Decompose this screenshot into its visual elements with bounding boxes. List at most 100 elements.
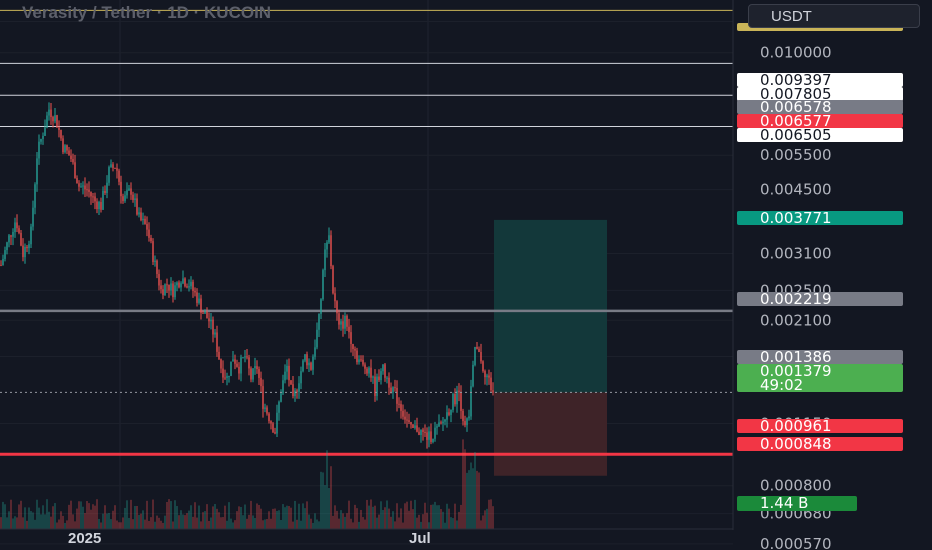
volume-bar — [306, 501, 308, 529]
price-label-box — [737, 419, 903, 433]
volume-bar — [186, 513, 188, 529]
volume-bar — [416, 517, 418, 529]
candle-body — [366, 368, 368, 374]
candle-body — [322, 270, 324, 300]
candle-body — [484, 371, 486, 378]
candle-body — [14, 222, 16, 233]
candle-body — [468, 416, 470, 419]
volume-bar — [362, 517, 364, 529]
volume-bar — [248, 514, 250, 529]
candle-body — [432, 438, 434, 442]
candle-body — [108, 167, 110, 183]
price-label-red: 0.000961 — [760, 417, 832, 435]
volume-label-box — [737, 496, 857, 511]
volume-bar — [48, 511, 50, 529]
candle-body — [476, 346, 478, 349]
candle-body — [458, 390, 460, 393]
volume-bar — [460, 504, 462, 529]
take-profit-zone[interactable] — [494, 219, 607, 393]
volume-bar — [154, 521, 156, 529]
candle-body — [362, 359, 364, 365]
volume-bar — [446, 503, 448, 529]
volume-bar — [374, 505, 376, 529]
candle-body — [208, 318, 210, 322]
candle-body — [40, 138, 42, 142]
candle-body — [36, 158, 38, 185]
stop-loss-zone[interactable] — [494, 392, 607, 476]
volume-bar — [132, 519, 134, 529]
candle-body — [188, 286, 190, 288]
volume-bar — [456, 520, 458, 529]
candle-body — [84, 185, 86, 190]
candle-body — [72, 159, 74, 163]
candle-body — [448, 412, 450, 415]
price-label-teal: 0.003771 — [760, 209, 832, 227]
candle-body — [178, 282, 180, 288]
candle-body — [276, 412, 278, 434]
candle-body — [348, 326, 350, 333]
horizontal-lines[interactable] — [0, 9, 733, 456]
volume-bar — [218, 512, 220, 529]
candle-body — [70, 155, 72, 160]
volume-bar — [326, 450, 328, 529]
volume-bar — [44, 514, 46, 529]
candle-body — [300, 371, 302, 384]
position-zones[interactable] — [494, 219, 607, 476]
volume-bar — [136, 505, 138, 529]
y-tick-label: 0.004500 — [760, 181, 832, 199]
candle-body — [166, 284, 168, 286]
volume-bar — [66, 520, 68, 529]
volume-bar — [334, 505, 336, 529]
candle-body — [336, 301, 338, 314]
volume-bar — [12, 518, 14, 529]
candle-body — [256, 366, 258, 370]
volume-bar — [22, 517, 24, 529]
candle-body — [340, 321, 342, 325]
volume-bar — [214, 504, 216, 529]
price-label-box — [737, 128, 903, 142]
candle-body — [384, 364, 386, 378]
currency-selector[interactable]: USDT — [748, 4, 920, 28]
candle-body — [48, 109, 50, 116]
candle-body — [298, 383, 300, 392]
candles — [0, 102, 494, 449]
grid — [119, 0, 429, 529]
volume-bar — [408, 510, 410, 529]
volume-bar — [254, 517, 256, 529]
candle-body — [254, 366, 256, 369]
volume-bar — [26, 520, 28, 529]
candle-body — [426, 432, 428, 440]
candle-body — [10, 235, 12, 237]
volume-bar — [480, 520, 482, 529]
candle-body — [28, 244, 30, 249]
volume-bar — [420, 521, 422, 529]
candle-body — [146, 224, 148, 230]
volume-bar — [392, 511, 394, 529]
candle-body — [332, 266, 334, 294]
volume-bar — [80, 501, 82, 529]
volume-bar — [4, 504, 6, 529]
price-label-red: 0.006577 — [760, 112, 832, 130]
volume-bar — [144, 519, 146, 529]
candle-body — [358, 359, 360, 363]
volume-bar — [94, 505, 96, 529]
volume-bar — [166, 502, 168, 529]
price-label-box — [737, 350, 903, 364]
candle-body — [486, 375, 488, 378]
volume-bar — [140, 513, 142, 529]
price-label-gray: 0.002219 — [760, 290, 832, 308]
candle-body — [92, 196, 94, 198]
candle-body — [252, 368, 254, 380]
volume-bar — [220, 517, 222, 529]
volume-bar — [60, 511, 62, 529]
volume-bar — [188, 510, 190, 529]
volume-bar — [354, 504, 356, 529]
volume-bar — [352, 522, 354, 529]
volume-bar — [112, 510, 114, 529]
volume-bar — [242, 515, 244, 529]
price-label-box — [737, 437, 903, 451]
candle-body — [164, 284, 166, 296]
candle-body — [172, 283, 174, 298]
volume-bar — [398, 517, 400, 529]
